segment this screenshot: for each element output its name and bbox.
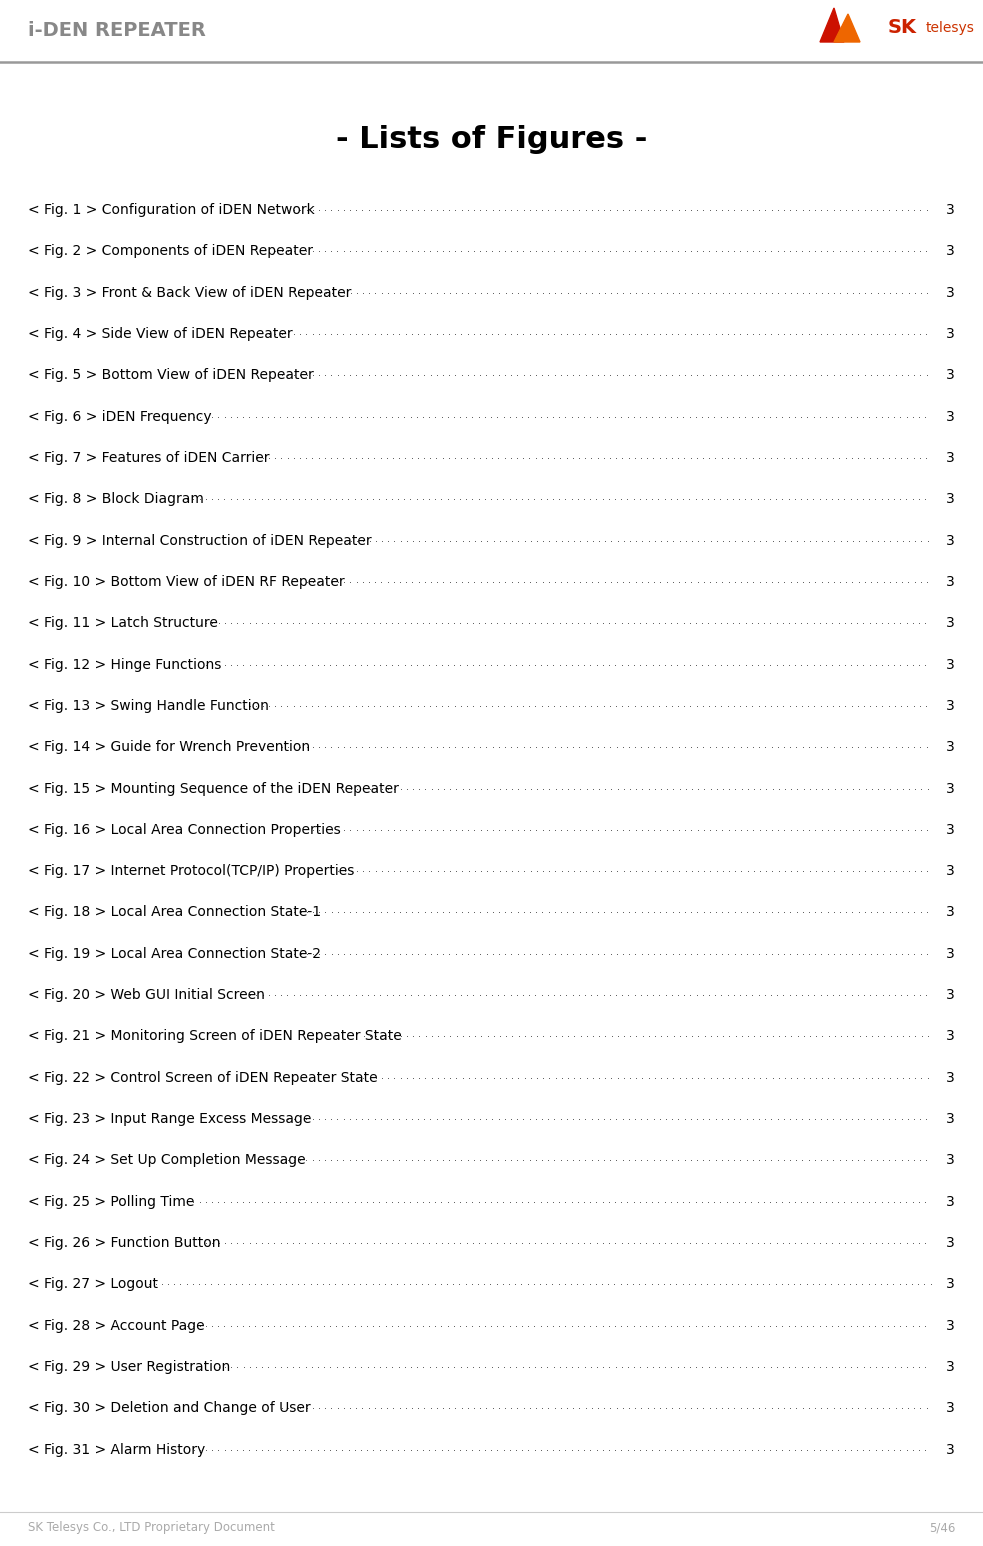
Text: 3: 3 [947,782,955,796]
Text: 3: 3 [947,410,955,424]
Text: < Fig. 20 > Web GUI Initial Screen: < Fig. 20 > Web GUI Initial Screen [28,988,264,1002]
Text: < Fig. 31 > Alarm History: < Fig. 31 > Alarm History [28,1442,205,1456]
Text: 3: 3 [947,1319,955,1333]
Text: < Fig. 8 > Block Diagram: < Fig. 8 > Block Diagram [28,492,203,506]
Text: 3: 3 [947,203,955,216]
Text: < Fig. 24 > Set Up Completion Message: < Fig. 24 > Set Up Completion Message [28,1153,306,1167]
Text: < Fig. 13 > Swing Handle Function: < Fig. 13 > Swing Handle Function [28,699,269,713]
Text: 5/46: 5/46 [929,1521,955,1535]
Text: 3: 3 [947,286,955,300]
Text: < Fig. 4 > Side View of iDEN Repeater: < Fig. 4 > Side View of iDEN Repeater [28,326,293,342]
Text: < Fig. 14 > Guide for Wrench Prevention: < Fig. 14 > Guide for Wrench Prevention [28,741,310,754]
Text: 3: 3 [947,1112,955,1125]
Text: < Fig. 18 > Local Area Connection State-1: < Fig. 18 > Local Area Connection State-… [28,906,321,920]
Text: 3: 3 [947,617,955,631]
Text: < Fig. 29 > User Registration: < Fig. 29 > User Registration [28,1360,230,1374]
Text: 3: 3 [947,1071,955,1085]
Text: < Fig. 1 > Configuration of iDEN Network: < Fig. 1 > Configuration of iDEN Network [28,203,315,216]
Text: 3: 3 [947,492,955,506]
Text: 3: 3 [947,1153,955,1167]
Text: < Fig. 5 > Bottom View of iDEN Repeater: < Fig. 5 > Bottom View of iDEN Repeater [28,368,314,382]
Text: < Fig. 6 > iDEN Frequency: < Fig. 6 > iDEN Frequency [28,410,211,424]
Text: < Fig. 30 > Deletion and Change of User: < Fig. 30 > Deletion and Change of User [28,1401,311,1415]
Text: 3: 3 [947,1237,955,1251]
Text: < Fig. 26 > Function Button: < Fig. 26 > Function Button [28,1237,220,1251]
Text: < Fig. 22 > Control Screen of iDEN Repeater State: < Fig. 22 > Control Screen of iDEN Repea… [28,1071,377,1085]
Text: 3: 3 [947,741,955,754]
Bar [0,0,983,62]
Text: telesys: telesys [926,22,975,36]
Text: < Fig. 21 > Monitoring Screen of iDEN Repeater State: < Fig. 21 > Monitoring Screen of iDEN Re… [28,1030,402,1044]
Text: 3: 3 [947,1401,955,1415]
Polygon shape [834,14,860,42]
Text: 3: 3 [947,451,955,465]
Text: 3: 3 [947,988,955,1002]
Text: 3: 3 [947,575,955,589]
Text: 3: 3 [947,368,955,382]
Text: SK: SK [888,19,917,37]
Text: 3: 3 [947,946,955,960]
Text: < Fig. 11 > Latch Structure: < Fig. 11 > Latch Structure [28,617,218,631]
Text: 3: 3 [947,906,955,920]
Text: < Fig. 28 > Account Page: < Fig. 28 > Account Page [28,1319,204,1333]
Text: < Fig. 25 > Polling Time: < Fig. 25 > Polling Time [28,1195,195,1209]
Text: 3: 3 [947,244,955,258]
Text: < Fig. 15 > Mounting Sequence of the iDEN Repeater: < Fig. 15 > Mounting Sequence of the iDE… [28,782,399,796]
Text: < Fig. 9 > Internal Construction of iDEN Repeater: < Fig. 9 > Internal Construction of iDEN… [28,533,372,547]
Text: 3: 3 [947,326,955,342]
Text: 3: 3 [947,822,955,836]
Text: < Fig. 16 > Local Area Connection Properties: < Fig. 16 > Local Area Connection Proper… [28,822,341,836]
Text: 3: 3 [947,1442,955,1456]
Text: 3: 3 [947,1360,955,1374]
Text: < Fig. 3 > Front & Back View of iDEN Repeater: < Fig. 3 > Front & Back View of iDEN Rep… [28,286,351,300]
Text: SK Telesys Co., LTD Proprietary Document: SK Telesys Co., LTD Proprietary Document [28,1521,275,1535]
Text: 3: 3 [947,864,955,878]
Text: 3: 3 [947,1195,955,1209]
Text: 3: 3 [947,1277,955,1291]
Text: < Fig. 23 > Input Range Excess Message: < Fig. 23 > Input Range Excess Message [28,1112,312,1125]
Text: < Fig. 10 > Bottom View of iDEN RF Repeater: < Fig. 10 > Bottom View of iDEN RF Repea… [28,575,345,589]
Text: 3: 3 [947,699,955,713]
Polygon shape [820,8,844,42]
Text: < Fig. 19 > Local Area Connection State-2: < Fig. 19 > Local Area Connection State-… [28,946,321,960]
Text: 3: 3 [947,657,955,671]
Text: < Fig. 2 > Components of iDEN Repeater: < Fig. 2 > Components of iDEN Repeater [28,244,313,258]
Text: 3: 3 [947,533,955,547]
Text: 3: 3 [947,1030,955,1044]
Text: < Fig. 27 > Logout: < Fig. 27 > Logout [28,1277,158,1291]
Text: < Fig. 12 > Hinge Functions: < Fig. 12 > Hinge Functions [28,657,221,671]
Text: < Fig. 7 > Features of iDEN Carrier: < Fig. 7 > Features of iDEN Carrier [28,451,269,465]
Text: i-DEN REPEATER: i-DEN REPEATER [28,20,205,40]
Text: < Fig. 17 > Internet Protocol(TCP/IP) Properties: < Fig. 17 > Internet Protocol(TCP/IP) Pr… [28,864,355,878]
Text: - Lists of Figures -: - Lists of Figures - [336,125,647,155]
